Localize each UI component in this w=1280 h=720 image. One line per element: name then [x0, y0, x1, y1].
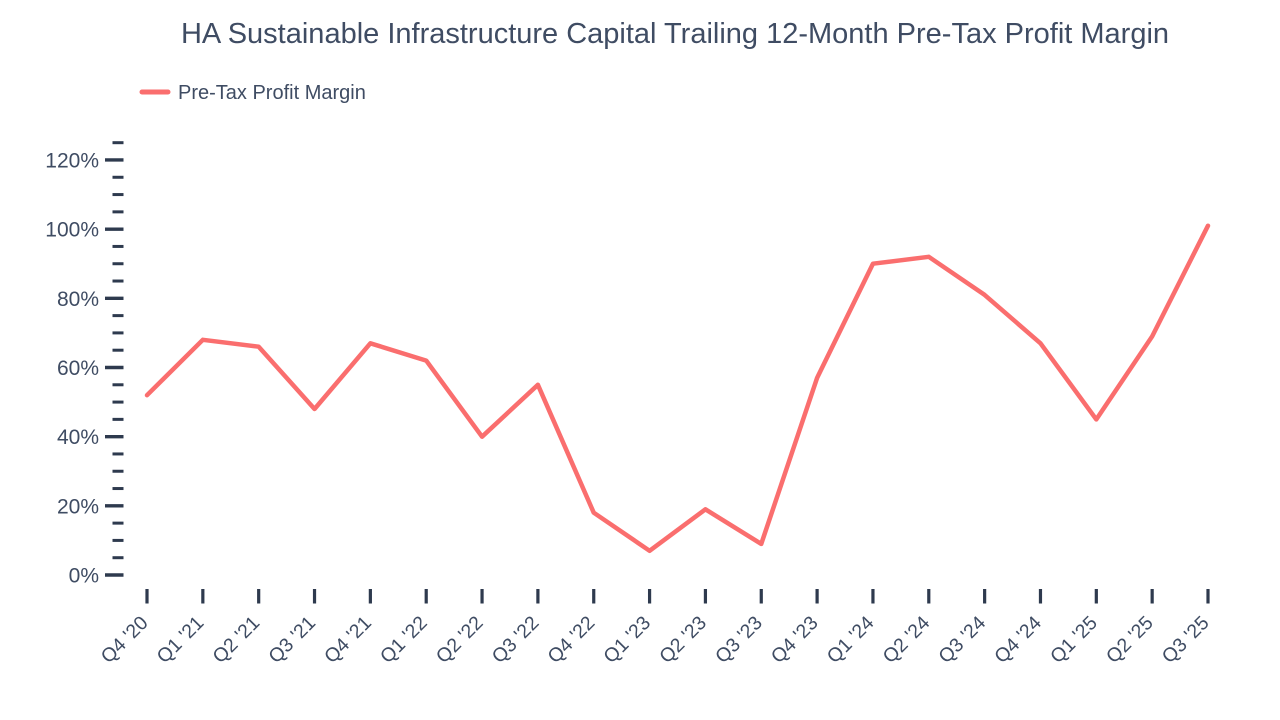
y-tick-label: 60% [57, 357, 99, 380]
x-tick-label: Q1 '22 [376, 612, 432, 668]
x-tick-label: Q3 '22 [488, 612, 544, 668]
x-tick-label: Q3 '25 [1158, 612, 1214, 668]
series-lines [144, 223, 1211, 554]
y-tick-label: 20% [57, 495, 99, 518]
x-tick-label: Q3 '23 [711, 612, 767, 668]
y-tick-label: 0% [69, 565, 99, 588]
chart-title: HA Sustainable Infrastructure Capital Tr… [181, 18, 1169, 50]
x-tick-label: Q1 '23 [599, 612, 655, 668]
x-tick-label: Q2 '25 [1102, 612, 1158, 668]
y-tick-label: 40% [57, 426, 99, 449]
x-axis: Q4 '20 Q1 '21 Q2 '21 Q3 '21 Q4 '21 Q1 '22 Q2 '… [97, 589, 1214, 668]
x-tick-label: Q4 '21 [320, 612, 376, 668]
series-polyline [144, 223, 1211, 554]
x-tick-label: Q4 '20 [97, 612, 153, 668]
x-tick-label: Q2 '21 [208, 612, 264, 668]
x-tick-label: Q2 '22 [432, 612, 488, 668]
x-tick-label: Q4 '23 [767, 612, 823, 668]
y-tick-label: 120% [45, 149, 99, 172]
x-tick-label: Q3 '21 [264, 612, 320, 668]
x-tick-label: Q1 '25 [1046, 612, 1102, 668]
x-tick-label: Q4 '24 [990, 612, 1046, 668]
legend-label: Pre-Tax Profit Margin [178, 82, 366, 104]
x-tick-label: Q1 '21 [153, 612, 209, 668]
y-axis: 0% 20% 40% 60% 80% 100% 120% [45, 141, 124, 588]
y-tick-label: 100% [45, 219, 99, 242]
legend: Pre-Tax Profit Margin [139, 82, 366, 104]
x-tick-label: Q2 '24 [879, 612, 935, 668]
x-tick-label: Q4 '22 [544, 612, 600, 668]
y-tick-label: 80% [57, 288, 99, 311]
x-tick-label: Q2 '23 [655, 612, 711, 668]
x-tick-label: Q3 '24 [934, 612, 990, 668]
x-tick-label: Q1 '24 [823, 612, 879, 668]
